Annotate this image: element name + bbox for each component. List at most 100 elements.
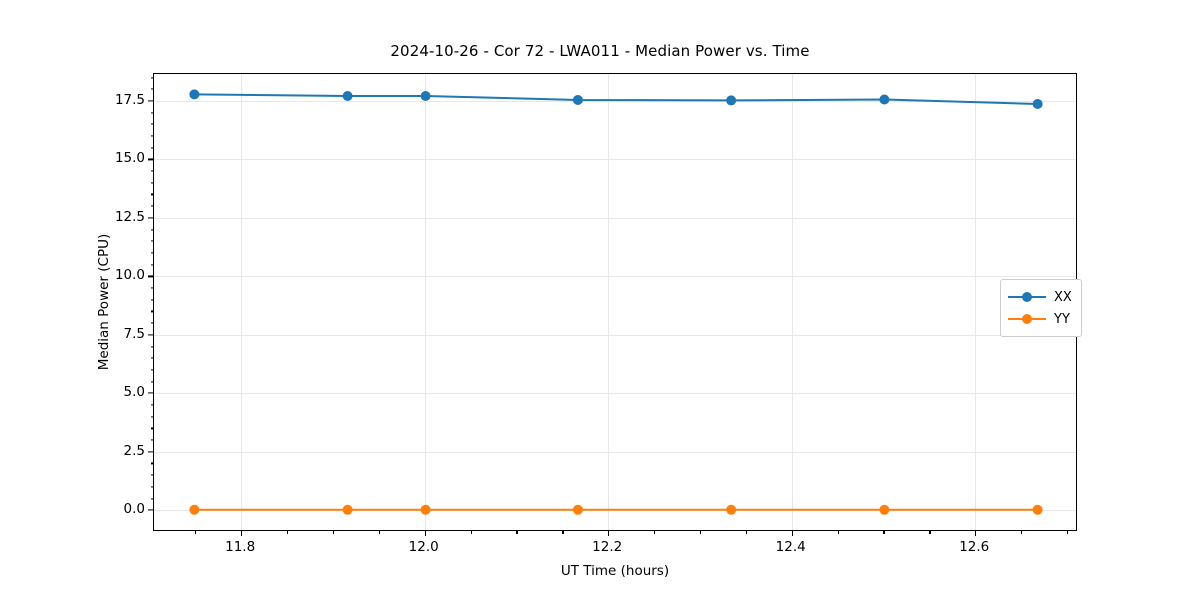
y-tick-mark-minor bbox=[150, 439, 154, 441]
y-tick-mark bbox=[148, 275, 154, 277]
x-tick-mark-minor bbox=[287, 530, 289, 534]
x-axis-tick-labels: 11.8 12.0 12.2 12.4 12.6 bbox=[153, 539, 1077, 561]
legend-swatch-icon bbox=[1008, 313, 1046, 325]
gridline-vertical bbox=[791, 74, 793, 530]
y-tick-mark-minor bbox=[150, 486, 154, 488]
y-tick-mark-minor bbox=[150, 462, 154, 465]
gridline-vertical bbox=[241, 74, 243, 530]
x-tick-mark-minor bbox=[883, 530, 885, 534]
data-point-marker bbox=[726, 504, 737, 515]
gridline-horizontal bbox=[154, 451, 1076, 453]
y-tick-mark-minor bbox=[150, 193, 154, 196]
y-tick-label: 2.5 bbox=[123, 442, 145, 459]
y-tick-mark-minor bbox=[150, 299, 154, 301]
y-tick-mark bbox=[148, 392, 154, 394]
y-tick-mark-minor bbox=[150, 345, 154, 348]
series-line-xx bbox=[194, 93, 1038, 105]
legend-item-yy[interactable]: YY bbox=[1008, 308, 1072, 330]
data-point-marker bbox=[342, 504, 353, 515]
y-tick-mark-minor bbox=[150, 240, 154, 242]
y-tick-label: 12.5 bbox=[114, 208, 145, 225]
x-tick-mark-minor bbox=[929, 530, 931, 534]
x-tick-mark-minor bbox=[654, 530, 656, 534]
gridline-horizontal bbox=[154, 393, 1076, 395]
y-tick-mark-minor bbox=[150, 497, 154, 500]
data-point-marker bbox=[879, 94, 890, 105]
y-tick-mark-minor bbox=[150, 182, 154, 184]
x-tick-mark-minor bbox=[699, 530, 702, 534]
y-tick-label: 10.0 bbox=[114, 267, 145, 284]
y-tick-mark-minor bbox=[150, 170, 154, 172]
x-tick-label: 12.2 bbox=[592, 539, 623, 555]
gridline-horizontal bbox=[154, 159, 1076, 161]
chart-title: 2024-10-26 - Cor 72 - LWA011 - Median Po… bbox=[390, 42, 810, 60]
y-tick-mark-minor bbox=[150, 427, 154, 429]
x-tick-mark-minor bbox=[516, 530, 518, 534]
x-tick-mark-minor bbox=[470, 530, 472, 534]
y-tick-label: 7.5 bbox=[123, 325, 145, 342]
x-tick-mark bbox=[424, 530, 426, 536]
data-point-marker bbox=[572, 94, 583, 105]
x-tick-label: 12.0 bbox=[408, 539, 439, 555]
y-tick-mark bbox=[148, 158, 154, 160]
legend-marker-icon bbox=[1022, 292, 1032, 302]
data-point-marker bbox=[420, 90, 431, 101]
legend-marker-icon bbox=[1022, 314, 1032, 324]
y-tick-mark bbox=[148, 217, 154, 219]
gridline-horizontal bbox=[154, 100, 1076, 102]
x-tick-mark-minor bbox=[837, 530, 839, 534]
y-axis-label: Median Power (CPU) bbox=[96, 233, 112, 371]
y-tick-mark-minor bbox=[150, 287, 154, 289]
y-tick-label: 15.0 bbox=[114, 150, 145, 167]
x-tick-mark-minor bbox=[562, 530, 564, 534]
y-tick-mark bbox=[148, 334, 154, 336]
y-tick-mark-minor bbox=[150, 369, 154, 371]
gridline-horizontal bbox=[154, 217, 1076, 219]
y-tick-mark bbox=[148, 451, 154, 453]
y-tick-label: 0.0 bbox=[123, 501, 145, 518]
x-tick-mark bbox=[975, 530, 977, 536]
legend-label: YY bbox=[1054, 311, 1070, 327]
x-tick-label: 11.8 bbox=[225, 539, 256, 555]
y-tick-mark-minor bbox=[150, 381, 154, 383]
y-tick-mark-minor bbox=[150, 228, 154, 231]
data-point-marker bbox=[189, 504, 200, 515]
x-tick-mark bbox=[241, 530, 243, 536]
y-tick-label: 17.5 bbox=[114, 91, 145, 108]
y-tick-mark-minor bbox=[150, 205, 154, 207]
y-tick-mark-minor bbox=[150, 404, 154, 406]
x-tick-mark bbox=[791, 530, 793, 536]
x-tick-mark-minor bbox=[1021, 530, 1023, 534]
legend[interactable]: XX YY bbox=[1000, 279, 1082, 337]
legend-label: XX bbox=[1054, 289, 1072, 305]
y-tick-mark-minor bbox=[150, 474, 154, 476]
data-point-marker bbox=[189, 89, 200, 100]
gridline-horizontal bbox=[154, 334, 1076, 336]
y-tick-mark-minor bbox=[150, 76, 154, 79]
y-axis-tick-labels: 0.0 2.5 5.0 7.5 10.0 12.5 15.0 17.5 bbox=[85, 73, 145, 531]
y-tick-mark-minor bbox=[150, 310, 154, 312]
data-point-marker bbox=[1032, 504, 1043, 515]
x-tick-mark-minor bbox=[195, 530, 197, 534]
gridline-vertical bbox=[424, 74, 426, 530]
gridline-horizontal bbox=[154, 276, 1076, 278]
data-point-marker bbox=[572, 504, 583, 515]
y-tick-mark-minor bbox=[150, 112, 154, 114]
x-tick-mark bbox=[608, 530, 610, 536]
legend-swatch-icon bbox=[1008, 291, 1046, 303]
legend-item-xx[interactable]: XX bbox=[1008, 286, 1072, 308]
y-tick-mark-minor bbox=[150, 147, 154, 149]
data-point-marker bbox=[342, 90, 353, 101]
y-tick-mark-minor bbox=[150, 123, 154, 125]
x-tick-mark-minor bbox=[1066, 530, 1069, 534]
data-point-marker bbox=[1032, 98, 1043, 109]
y-tick-mark bbox=[148, 100, 154, 102]
series-svg bbox=[189, 89, 1043, 515]
gridline-vertical bbox=[608, 74, 610, 530]
y-tick-mark-minor bbox=[150, 135, 154, 137]
plot-area bbox=[148, 73, 1077, 536]
y-tick-mark bbox=[148, 509, 154, 511]
y-tick-mark-minor bbox=[150, 88, 154, 90]
gridline-vertical bbox=[975, 74, 977, 530]
y-tick-mark-minor bbox=[150, 252, 154, 254]
